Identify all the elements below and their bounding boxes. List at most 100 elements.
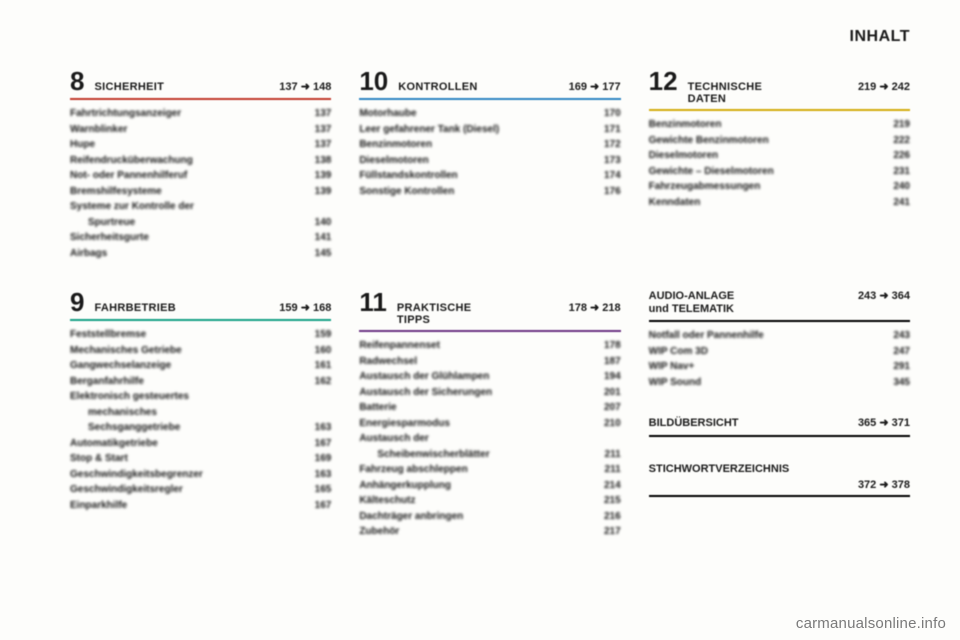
- section-audio: AUDIO-ANLAGE und TELEMATIK 243 ➜ 364 Not…: [649, 289, 910, 390]
- toc-entry: Warnblinker137: [70, 122, 331, 138]
- toc-entry-label: Benzinmotoren: [649, 117, 730, 133]
- section-bild: BILDÜBERSICHT 365 ➜ 371: [649, 416, 910, 436]
- toc-entry-label: Hupe: [70, 137, 103, 153]
- toc-entry: Spurtreue140: [70, 215, 331, 231]
- section-stich-header: STICHWORTVERZEICHNIS 372 ➜ 378: [649, 463, 910, 497]
- toc-entry: Berganfahrhilfe162: [70, 374, 331, 390]
- toc-entry: mechanisches: [70, 405, 331, 421]
- toc-entry-page: 140: [315, 215, 332, 231]
- toc-entry-page: 159: [315, 327, 332, 343]
- toc-entry: WIP Sound345: [649, 375, 910, 391]
- toc-entry-page: 214: [604, 478, 621, 494]
- page-title: INHALT: [70, 28, 910, 46]
- toc-entry-page: 137: [315, 106, 332, 122]
- toc-entry: Geschwindigkeitsbegrenzer163: [70, 467, 331, 483]
- section-9-range: 159 ➜ 168: [279, 301, 331, 314]
- section-stich: STICHWORTVERZEICHNIS 372 ➜ 378: [649, 463, 910, 497]
- section-8-entries: Fahrtrichtungsanzeiger137Warnblinker137H…: [70, 106, 331, 261]
- toc-entry-label: Stop & Start: [70, 451, 136, 467]
- watermark: carmanualsonline.info: [796, 615, 946, 632]
- toc-entry-page: 176: [604, 184, 621, 200]
- toc-entry-page: 178: [604, 338, 621, 354]
- toc-entry-label: WIP Nav+: [649, 359, 703, 375]
- toc-entry: Benzinmotoren 219: [649, 117, 910, 133]
- section-11-title: PRAKTISCHE TIPPS: [397, 302, 472, 326]
- toc-entry-page: 137: [315, 122, 332, 138]
- toc-entry: Fahrzeugabmessungen240: [649, 179, 910, 195]
- toc-entry: Mechanisches Getriebe160: [70, 343, 331, 359]
- toc-entry-page: 174: [604, 168, 621, 184]
- toc-entry-label: Füllstandskontrollen: [359, 168, 465, 184]
- toc-entry-label: Austausch der Glühlampen: [359, 369, 497, 385]
- toc-entry-label: Airbags: [70, 246, 115, 262]
- toc-entry-label: Reifendrucküberwachung: [70, 153, 201, 169]
- toc-entry-label: Zubehör: [359, 524, 407, 540]
- section-11-header: 11 PRAKTISCHE TIPPS 178 ➜ 218: [359, 289, 620, 332]
- toc-entry-label: Kälteschutz: [359, 493, 423, 509]
- toc-entry: Airbags145: [70, 246, 331, 262]
- section-bild-header: BILDÜBERSICHT 365 ➜ 371: [649, 416, 910, 436]
- toc-entry-label: Feststellbremse: [70, 327, 154, 343]
- toc-entry-label: Motorhaube: [359, 106, 424, 122]
- toc-entry-label: Austausch der Sicherungen: [359, 385, 500, 401]
- toc-entry: Gangwechselanzeige161: [70, 358, 331, 374]
- section-11: 11 PRAKTISCHE TIPPS 178 ➜ 218 Reifenpann…: [359, 289, 620, 540]
- toc-entry-label: Benzinmotoren: [359, 137, 440, 153]
- toc-entry: Systeme zur Kontrolle der: [70, 199, 331, 215]
- section-12-header: 12 TECHNISCHE DATEN 219 ➜ 242: [649, 68, 910, 111]
- section-stich-range: 372 ➜ 378: [649, 478, 910, 491]
- toc-entry: Austausch der: [359, 431, 620, 447]
- toc-entry-label: Gangwechselanzeige: [70, 358, 179, 374]
- toc-entry-page: 216: [604, 509, 621, 525]
- toc-entry: Gewichte – Dieselmotoren231: [649, 164, 910, 180]
- toc-entry: Scheibenwischerblätter211: [359, 447, 620, 463]
- section-9-number: 9: [70, 289, 84, 315]
- section-audio-header: AUDIO-ANLAGE und TELEMATIK 243 ➜ 364: [649, 289, 910, 322]
- toc-entry-label: Dieselmotoren: [649, 148, 726, 164]
- toc-entry: Not- oder Pannenhilferuf 139: [70, 168, 331, 184]
- toc-entry-label: Bremshilfesysteme: [70, 184, 170, 200]
- toc-entry: WIP Com 3D247: [649, 344, 910, 360]
- toc-entry-page: 141: [315, 230, 332, 246]
- toc-entry: WIP Nav+291: [649, 359, 910, 375]
- toc-entry: Fahrtrichtungsanzeiger137: [70, 106, 331, 122]
- toc-entry: Dieselmotoren173: [359, 153, 620, 169]
- toc-entry: Kenndaten241: [649, 195, 910, 211]
- toc-entry-page: 201: [604, 385, 621, 401]
- section-9-header: 9 FAHRBETRIEB 159 ➜ 168: [70, 289, 331, 321]
- toc-entry-page: 139: [315, 168, 332, 184]
- toc-entry: Einparkhilfe167: [70, 498, 331, 514]
- toc-entry-label: Einparkhilfe: [70, 498, 135, 514]
- arrow-icon: ➜: [301, 81, 310, 93]
- toc-entry-label: Anhängerkupplung: [359, 478, 459, 494]
- right-column-stack: AUDIO-ANLAGE und TELEMATIK 243 ➜ 364 Not…: [649, 289, 910, 540]
- toc-entry-page: 226: [893, 148, 910, 164]
- section-8-number: 8: [70, 68, 84, 94]
- arrow-icon: ➜: [301, 302, 310, 314]
- section-8: 8 SICHERHEIT 137 ➜ 148 Fahrtrichtungsanz…: [70, 68, 331, 261]
- toc-entry: Dieselmotoren 226: [649, 148, 910, 164]
- section-11-entries: Reifenpannenset178Radwechsel187Austausch…: [359, 338, 620, 540]
- section-audio-range: 243 ➜ 364: [858, 289, 910, 302]
- toc-entry-page: 169: [315, 451, 332, 467]
- toc-entry: Stop & Start 169: [70, 451, 331, 467]
- section-bild-title: BILDÜBERSICHT: [649, 417, 739, 430]
- toc-entry-label: Gewichte – Dieselmotoren: [649, 164, 782, 180]
- section-9-entries: Feststellbremse 159Mechanisches Getriebe1…: [70, 327, 331, 513]
- toc-entry-label: mechanisches: [70, 405, 165, 421]
- section-stich-title: STICHWORTVERZEICHNIS: [649, 463, 910, 476]
- toc-entry-page: 167: [315, 436, 332, 452]
- toc-entry-label: Gewichte Benzinmotoren: [649, 133, 777, 149]
- toc-entry-label: Not- oder Pannenhilferuf: [70, 168, 195, 184]
- toc-entry: Fahrzeug abschleppen211: [359, 462, 620, 478]
- toc-entry: Benzinmotoren172: [359, 137, 620, 153]
- toc-entry-label: Automatikgetriebe: [70, 436, 166, 452]
- toc-entry: Sonstige Kontrollen 176: [359, 184, 620, 200]
- toc-entry-label: Geschwindigkeitsbegrenzer: [70, 467, 211, 483]
- toc-entry-page: 240: [893, 179, 910, 195]
- toc-entry-page: 173: [604, 153, 621, 169]
- toc-entry-page: 219: [893, 117, 910, 133]
- toc-entry-label: Sonstige Kontrollen: [359, 184, 462, 200]
- section-12: 12 TECHNISCHE DATEN 219 ➜ 242 Benzinmoto…: [649, 68, 910, 261]
- toc-entry-page: 194: [604, 369, 621, 385]
